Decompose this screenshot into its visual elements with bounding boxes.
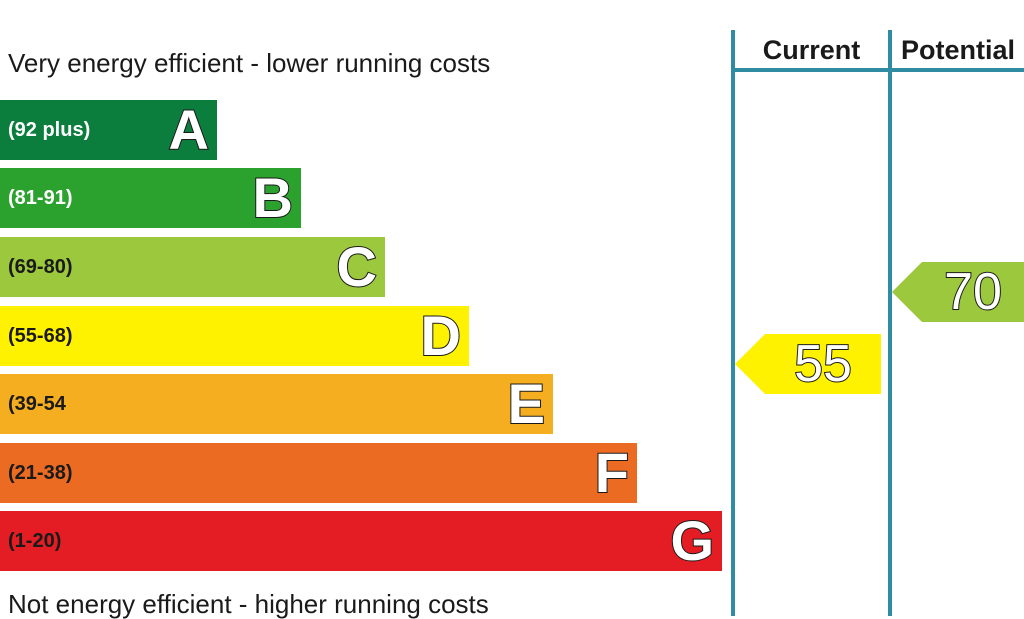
band-range-label: (1-20) [8,530,62,552]
header-rule-current [731,68,892,72]
band-letter: G [669,509,715,572]
band-letter: A [168,98,210,161]
divider-line-middle [888,30,892,616]
band-d: (55-68) D [0,304,469,367]
header-rule-potential [888,68,1024,72]
band-letter: B [252,166,294,229]
current-column-header: Current [762,35,861,65]
band-letter: D [420,304,462,367]
potential-rating-value: 70 [943,262,1003,322]
potential-rating-shape [892,262,1024,322]
current-rating-arrow: 55 [735,334,881,394]
band-g: (1-20) G [0,509,722,572]
potential-column-header: Potential [900,35,1015,65]
band-range-label: (69-80) [8,256,73,278]
divider-line-left [731,30,735,616]
band-letter: C [336,235,378,298]
band-a: (92 plus) A [0,98,217,161]
band-e: (39-54 E [0,372,553,435]
bottom-caption: Not energy efficient - higher running co… [8,589,489,619]
current-rating-shape [735,334,881,394]
band-b: (81-91) B [0,166,301,229]
band-range-label: (92 plus) [8,119,91,141]
top-caption: Very energy efficient - lower running co… [8,48,491,78]
band-range-label: (81-91) [8,187,73,209]
band-letter: F [594,441,630,504]
band-range-label: (21-38) [8,462,73,484]
band-range-label: (55-68) [8,325,73,347]
current-rating-value: 55 [793,334,853,394]
band-letter: E [507,372,546,435]
band-range-label: (39-54 [8,393,66,415]
potential-rating-arrow: 70 [892,262,1024,322]
band-c: (69-80) C [0,235,385,298]
band-f: (21-38) F [0,441,637,504]
